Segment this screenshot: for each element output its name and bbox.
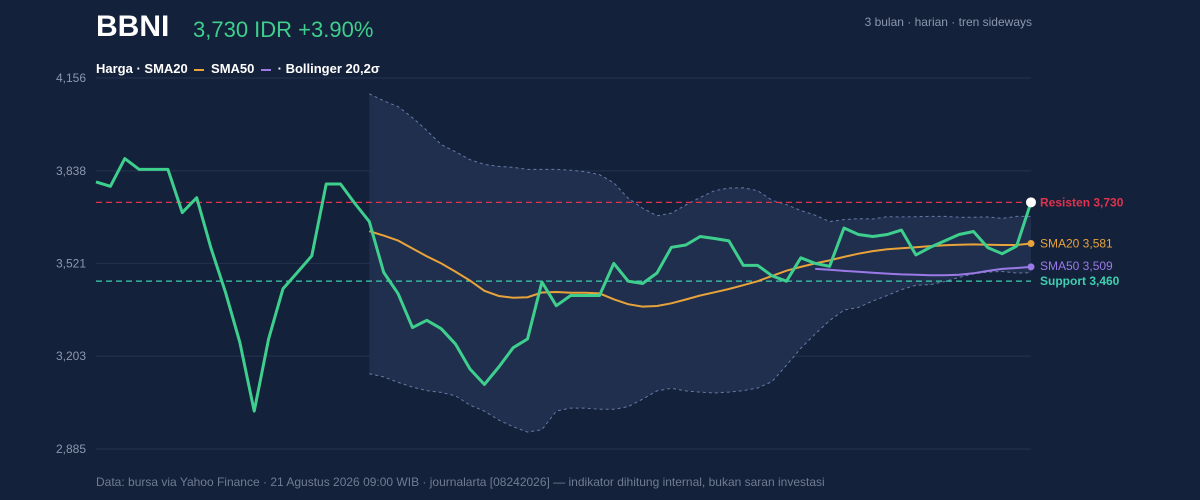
price-end-marker <box>1026 197 1036 208</box>
bollinger-lower-line <box>369 270 1032 433</box>
legend-sma50: SMA50 <box>211 61 255 76</box>
sma50-end-label: SMA50 3,509 <box>1040 259 1113 273</box>
chart-legend: Harga · SMA20 SMA50 · Bollinger 20,2σ <box>96 61 380 76</box>
sma50-line <box>815 265 1032 277</box>
label-layer: Resisten 3,730 SMA20 3,581 SMA50 3,509Supp… <box>1040 195 1124 288</box>
legend-sma20-swatch <box>194 68 205 71</box>
legend-sma50-swatch <box>261 68 272 71</box>
footer-source: Data: bursa via Yahoo Finance · 21 Agust… <box>96 475 825 489</box>
bollinger-upper-line <box>369 93 1031 223</box>
sma20-end-marker <box>1027 240 1035 248</box>
y-tick-label: 3,521 <box>56 256 86 270</box>
y-tick-label: 2,885 <box>56 442 86 456</box>
legend-harga: Harga · <box>96 61 141 76</box>
level-layer <box>96 201 1031 282</box>
sma50-end-marker <box>1027 263 1035 271</box>
legend-bollinger: · Bollinger 20,2σ <box>277 61 380 76</box>
price-change: 3,730 IDR +3.90% <box>193 17 374 42</box>
y-tick-label: 3,203 <box>56 349 86 363</box>
bollinger-band-fill <box>369 93 1031 433</box>
line-layer <box>95 157 1036 413</box>
chart-subtitle: 3 bulan · harian · tren sideways <box>864 15 1032 29</box>
sma20-end-label: SMA20 3,581 <box>1040 237 1113 251</box>
y-tick-label: 4,156 <box>56 71 86 85</box>
price-line <box>95 157 1033 413</box>
resistance-label: Resisten 3,730 <box>1040 195 1124 209</box>
support-label: Support 3,460 <box>1040 274 1120 288</box>
ticker-symbol: BBNI <box>96 10 170 43</box>
sma20-line <box>369 230 1032 308</box>
legend-sma20: SMA20 <box>144 61 188 76</box>
bollinger-band-layer <box>369 93 1032 433</box>
y-tick-label: 3,838 <box>56 164 86 178</box>
